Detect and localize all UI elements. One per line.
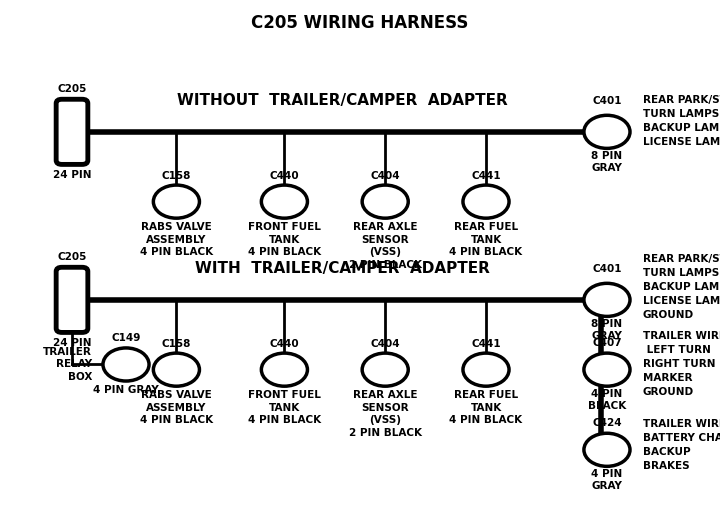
Circle shape (261, 185, 307, 218)
Text: 8 PIN
GRAY: 8 PIN GRAY (591, 151, 623, 173)
Text: RABS VALVE
ASSEMBLY
4 PIN BLACK: RABS VALVE ASSEMBLY 4 PIN BLACK (140, 222, 213, 257)
Circle shape (362, 353, 408, 386)
Text: TRAILER WIRES
 LEFT TURN
RIGHT TURN
MARKER
GROUND: TRAILER WIRES LEFT TURN RIGHT TURN MARKE… (643, 331, 720, 398)
Text: C404: C404 (370, 339, 400, 349)
Text: 8 PIN
GRAY: 8 PIN GRAY (591, 319, 623, 341)
FancyBboxPatch shape (56, 99, 88, 164)
Circle shape (153, 185, 199, 218)
Text: 4 PIN
BLACK: 4 PIN BLACK (588, 389, 626, 411)
Circle shape (463, 353, 509, 386)
Text: C404: C404 (370, 171, 400, 181)
Text: 4 PIN GRAY: 4 PIN GRAY (93, 385, 159, 395)
Text: REAR FUEL
TANK
4 PIN BLACK: REAR FUEL TANK 4 PIN BLACK (449, 390, 523, 425)
Text: C158: C158 (162, 171, 191, 181)
Text: REAR AXLE
SENSOR
(VSS)
2 PIN BLACK: REAR AXLE SENSOR (VSS) 2 PIN BLACK (348, 222, 422, 269)
Text: C424: C424 (592, 418, 622, 428)
Text: C401: C401 (593, 96, 621, 106)
Text: C441: C441 (471, 339, 501, 349)
Text: C205 WIRING HARNESS: C205 WIRING HARNESS (251, 14, 469, 32)
Text: REAR AXLE
SENSOR
(VSS)
2 PIN BLACK: REAR AXLE SENSOR (VSS) 2 PIN BLACK (348, 390, 422, 437)
Text: C407: C407 (592, 338, 622, 348)
Circle shape (362, 185, 408, 218)
Text: C440: C440 (269, 171, 300, 181)
Text: C205: C205 (58, 252, 86, 262)
Text: TRAILER
RELAY
BOX: TRAILER RELAY BOX (43, 347, 92, 382)
Text: REAR PARK/STOP
TURN LAMPS
BACKUP LAMPS
LICENSE LAMPS
GROUND: REAR PARK/STOP TURN LAMPS BACKUP LAMPS L… (643, 254, 720, 320)
Circle shape (103, 348, 149, 381)
Text: TRAILER WIRES
BATTERY CHARGE
BACKUP
BRAKES: TRAILER WIRES BATTERY CHARGE BACKUP BRAK… (643, 419, 720, 470)
Text: C149: C149 (112, 333, 140, 343)
Text: 4 PIN
GRAY: 4 PIN GRAY (591, 469, 623, 491)
Text: FRONT FUEL
TANK
4 PIN BLACK: FRONT FUEL TANK 4 PIN BLACK (248, 222, 321, 257)
Circle shape (463, 185, 509, 218)
Circle shape (261, 353, 307, 386)
Text: C158: C158 (162, 339, 191, 349)
Circle shape (584, 433, 630, 466)
Circle shape (584, 283, 630, 316)
Circle shape (584, 353, 630, 386)
Circle shape (153, 353, 199, 386)
Text: REAR PARK/STOP
TURN LAMPS
BACKUP LAMPS
LICENSE LAMPS: REAR PARK/STOP TURN LAMPS BACKUP LAMPS L… (643, 96, 720, 147)
Text: WITH  TRAILER/CAMPER  ADAPTER: WITH TRAILER/CAMPER ADAPTER (194, 261, 490, 277)
Text: 24 PIN: 24 PIN (53, 338, 91, 347)
Text: C401: C401 (593, 264, 621, 274)
FancyBboxPatch shape (56, 267, 88, 332)
Circle shape (584, 115, 630, 148)
Text: C440: C440 (269, 339, 300, 349)
Text: C441: C441 (471, 171, 501, 181)
Text: REAR FUEL
TANK
4 PIN BLACK: REAR FUEL TANK 4 PIN BLACK (449, 222, 523, 257)
Text: FRONT FUEL
TANK
4 PIN BLACK: FRONT FUEL TANK 4 PIN BLACK (248, 390, 321, 425)
Text: C205: C205 (58, 84, 86, 94)
Text: RABS VALVE
ASSEMBLY
4 PIN BLACK: RABS VALVE ASSEMBLY 4 PIN BLACK (140, 390, 213, 425)
Text: 24 PIN: 24 PIN (53, 170, 91, 179)
Text: WITHOUT  TRAILER/CAMPER  ADAPTER: WITHOUT TRAILER/CAMPER ADAPTER (176, 93, 508, 109)
